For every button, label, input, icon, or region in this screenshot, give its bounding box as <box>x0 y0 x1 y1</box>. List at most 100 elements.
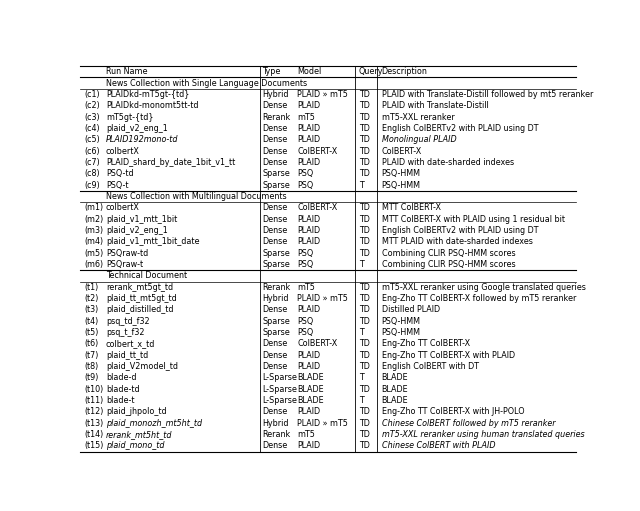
Text: (t7): (t7) <box>84 351 99 360</box>
Text: (c5): (c5) <box>84 135 100 144</box>
Text: PSQ-HMM: PSQ-HMM <box>381 180 420 190</box>
Text: PLAID with date-sharded indexes: PLAID with date-sharded indexes <box>381 158 514 167</box>
Text: PSQraw-t: PSQraw-t <box>106 260 143 269</box>
Text: (t11): (t11) <box>84 396 103 405</box>
Text: PLAIDkd-monomt5tt-td: PLAIDkd-monomt5tt-td <box>106 101 198 110</box>
Text: BLADE: BLADE <box>381 374 408 382</box>
Text: English ColBERTv2 with PLAID using DT: English ColBERTv2 with PLAID using DT <box>381 226 538 235</box>
Text: (t9): (t9) <box>84 374 99 382</box>
Text: BLADE: BLADE <box>297 374 324 382</box>
Text: (c8): (c8) <box>84 169 100 178</box>
Text: L-Sparse: L-Sparse <box>262 374 298 382</box>
Text: PLAIDkd-mT5gt-{td}: PLAIDkd-mT5gt-{td} <box>106 90 189 99</box>
Text: TD: TD <box>359 407 370 416</box>
Text: TD: TD <box>359 112 370 122</box>
Text: (t14): (t14) <box>84 430 103 439</box>
Text: TD: TD <box>359 385 370 394</box>
Text: Sparse: Sparse <box>262 249 291 258</box>
Text: (m5): (m5) <box>84 249 103 258</box>
Text: PLAID: PLAID <box>297 215 321 224</box>
Text: mT5-XXL reranker: mT5-XXL reranker <box>381 112 454 122</box>
Text: Hybrid: Hybrid <box>262 294 289 303</box>
Text: colbert_x_td: colbert_x_td <box>106 339 155 349</box>
Text: PSQ: PSQ <box>297 328 314 337</box>
Text: TD: TD <box>359 101 370 110</box>
Text: plaid_V2model_td: plaid_V2model_td <box>106 362 178 371</box>
Text: plaid_monozh_mt5ht_td: plaid_monozh_mt5ht_td <box>106 419 202 428</box>
Text: TD: TD <box>359 158 370 167</box>
Text: Run Name: Run Name <box>106 67 147 76</box>
Text: colbertX: colbertX <box>106 203 140 212</box>
Text: blade-td: blade-td <box>106 385 140 394</box>
Text: (t3): (t3) <box>84 306 98 314</box>
Text: mT5-XXL reranker using Google translated queries: mT5-XXL reranker using Google translated… <box>381 283 586 292</box>
Text: PSQ: PSQ <box>297 249 314 258</box>
Text: T: T <box>359 180 364 190</box>
Text: (t13): (t13) <box>84 419 103 428</box>
Text: rerank_mt5gt_td: rerank_mt5gt_td <box>106 283 173 292</box>
Text: PLAID » mT5: PLAID » mT5 <box>297 419 348 428</box>
Text: PLAID_shard_by_date_1bit_v1_tt: PLAID_shard_by_date_1bit_v1_tt <box>106 158 235 167</box>
Text: Chinese ColBERT followed by mT5 reranker: Chinese ColBERT followed by mT5 reranker <box>381 419 555 428</box>
Text: plaid_distilled_td: plaid_distilled_td <box>106 306 173 314</box>
Text: (t15): (t15) <box>84 442 103 451</box>
Text: Hybrid: Hybrid <box>262 90 289 99</box>
Text: MTT ColBERT-X: MTT ColBERT-X <box>381 203 440 212</box>
Text: Rerank: Rerank <box>262 112 291 122</box>
Text: ColBERT-X: ColBERT-X <box>297 147 337 156</box>
Text: News Collection with Multilingual Documents: News Collection with Multilingual Docume… <box>106 192 287 201</box>
Text: PLAID » mT5: PLAID » mT5 <box>297 294 348 303</box>
Text: TD: TD <box>359 90 370 99</box>
Text: BLADE: BLADE <box>381 385 408 394</box>
Text: PLAID: PLAID <box>297 351 321 360</box>
Text: Rerank: Rerank <box>262 283 291 292</box>
Text: mT5: mT5 <box>297 112 315 122</box>
Text: PSQ: PSQ <box>297 169 314 178</box>
Text: Dense: Dense <box>262 147 288 156</box>
Text: TD: TD <box>359 237 370 246</box>
Text: (c2): (c2) <box>84 101 100 110</box>
Text: PLAID: PLAID <box>297 124 321 133</box>
Text: ColBERT-X: ColBERT-X <box>381 147 422 156</box>
Text: Dense: Dense <box>262 124 288 133</box>
Text: PLAID with Translate-Distill: PLAID with Translate-Distill <box>381 101 488 110</box>
Text: Dense: Dense <box>262 442 288 451</box>
Text: Chinese ColBERT with PLAID: Chinese ColBERT with PLAID <box>381 442 495 451</box>
Text: Dense: Dense <box>262 226 288 235</box>
Text: T: T <box>359 396 364 405</box>
Text: T: T <box>359 260 364 269</box>
Text: PSQ: PSQ <box>297 317 314 326</box>
Text: Technical Document: Technical Document <box>106 271 187 281</box>
Text: Dense: Dense <box>262 362 288 371</box>
Text: BLADE: BLADE <box>297 385 324 394</box>
Text: ColBERT-X: ColBERT-X <box>297 203 337 212</box>
Text: PSQ-HMM: PSQ-HMM <box>381 169 420 178</box>
Text: (t8): (t8) <box>84 362 98 371</box>
Text: mT5gt-{td}: mT5gt-{td} <box>106 112 154 122</box>
Text: blade-t: blade-t <box>106 396 134 405</box>
Text: TD: TD <box>359 339 370 349</box>
Text: TD: TD <box>359 135 370 144</box>
Text: Rerank: Rerank <box>262 430 291 439</box>
Text: TD: TD <box>359 249 370 258</box>
Text: (m6): (m6) <box>84 260 103 269</box>
Text: PSQ-t: PSQ-t <box>106 180 128 190</box>
Text: Combining CLIR PSQ-HMM scores: Combining CLIR PSQ-HMM scores <box>381 249 515 258</box>
Text: PSQ-HMM: PSQ-HMM <box>381 317 420 326</box>
Text: News Collection with Single Language Documents: News Collection with Single Language Doc… <box>106 79 307 87</box>
Text: plaid_v1_mtt_1bit: plaid_v1_mtt_1bit <box>106 215 177 224</box>
Text: TD: TD <box>359 294 370 303</box>
Text: BLADE: BLADE <box>297 396 324 405</box>
Text: MTT PLAID with date-sharded indexes: MTT PLAID with date-sharded indexes <box>381 237 532 246</box>
Text: TD: TD <box>359 351 370 360</box>
Text: PSQ-HMM: PSQ-HMM <box>381 328 420 337</box>
Text: (c3): (c3) <box>84 112 100 122</box>
Text: mT5: mT5 <box>297 430 315 439</box>
Text: (t5): (t5) <box>84 328 99 337</box>
Text: (m1): (m1) <box>84 203 103 212</box>
Text: (c4): (c4) <box>84 124 100 133</box>
Text: mT5-XXL reranker using human translated queries: mT5-XXL reranker using human translated … <box>381 430 584 439</box>
Text: Dense: Dense <box>262 203 288 212</box>
Text: Eng-Zho TT ColBERT-X with JH-POLO: Eng-Zho TT ColBERT-X with JH-POLO <box>381 407 524 416</box>
Text: Dense: Dense <box>262 237 288 246</box>
